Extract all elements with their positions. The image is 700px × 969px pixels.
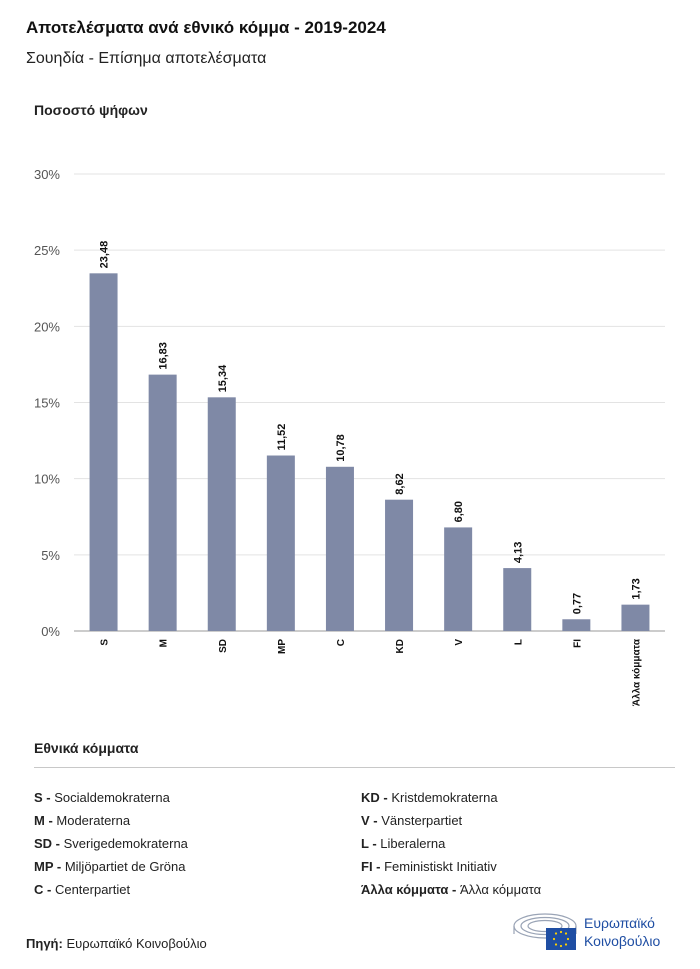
legend-abbr: L - [361, 836, 381, 851]
european-parliament-logo-icon [513, 913, 577, 950]
logo-line-1: Ευρωπαϊκό [584, 915, 655, 931]
legend-item: SD - Sverigedemokraterna [34, 832, 188, 855]
legend-name: Miljöpartiet de Gröna [64, 859, 186, 874]
data-label: 6,80 [453, 501, 465, 522]
source-text: Ευρωπαϊκό Κοινοβούλιο [62, 936, 207, 951]
legend-abbr: SD - [34, 836, 64, 851]
legend-column-right: KD - Kristdemokraterna V - Vänsterpartiet… [361, 786, 541, 901]
legend-item: MP - Miljöpartiet de Gröna [34, 855, 188, 878]
x-tick-label: S [100, 639, 111, 646]
legend-abbr: V - [361, 813, 382, 828]
legend-name: Moderaterna [56, 813, 131, 828]
y-tick-label: 30% [34, 167, 60, 182]
legend-abbr: M - [34, 813, 57, 828]
y-axis-label: Ποσοστό ψήφων [34, 102, 148, 118]
legend-abbr: Άλλα κόμματα - [361, 882, 460, 897]
legend-item: M - Moderaterna [34, 809, 188, 832]
bar [503, 568, 532, 631]
data-label: 0,77 [571, 593, 583, 614]
bar [89, 273, 118, 631]
legend-divider [34, 767, 675, 768]
legend-name: Sverigedemokraterna [63, 836, 188, 851]
legend-item: S - Socialdemokraterna [34, 786, 188, 809]
data-label: 10,78 [335, 434, 347, 462]
bar [444, 527, 473, 631]
legend-abbr: FI - [361, 859, 385, 874]
legend-name: Kristdemokraterna [391, 790, 498, 805]
legend-item: V - Vänsterpartiet [361, 809, 541, 832]
x-tick-label: L [513, 639, 524, 645]
source-label: Πηγή: [26, 936, 63, 951]
legend-name: Feministiskt Initiativ [384, 859, 497, 874]
legend-item: C - Centerpartiet [34, 878, 188, 901]
y-tick-label: 0% [41, 624, 60, 639]
data-label: 1,73 [630, 578, 642, 599]
legend-name: Liberalerna [380, 836, 446, 851]
x-tick-label: V [454, 639, 465, 646]
x-tick-label: SD [218, 639, 229, 653]
legend-name: Άλλα κόμματα [459, 882, 542, 897]
y-tick-label: 15% [34, 396, 60, 411]
bar [562, 619, 591, 631]
x-tick-label: FI [572, 639, 583, 648]
legend-abbr: C - [34, 882, 55, 897]
source-note: Πηγή: Ευρωπαϊκό Κοινοβούλιο [26, 936, 207, 951]
x-tick-label: MP [277, 639, 288, 654]
x-tick-label: Άλλα κόμματα [631, 638, 642, 706]
bar [325, 466, 354, 631]
legend-column-left: S - Socialdemokraterna M - Moderaterna SD … [34, 786, 188, 901]
legend-name: Centerpartiet [54, 882, 131, 897]
legend-item: Άλλα κόμματα - Άλλα κόμματα [361, 878, 541, 901]
bar [148, 374, 177, 631]
data-label: 16,83 [158, 342, 170, 370]
bar [621, 604, 650, 631]
x-tick-label: C [336, 639, 347, 646]
european-parliament-logo: Ευρωπαϊκό Κοινοβούλιο [512, 910, 682, 958]
legend-abbr: MP - [34, 859, 65, 874]
bar [207, 397, 236, 631]
y-tick-label: 5% [41, 548, 60, 563]
data-label: 11,52 [276, 424, 288, 451]
logo-line-2: Κοινοβούλιο [584, 933, 661, 949]
y-tick-label: 20% [34, 319, 60, 334]
data-label: 23,48 [99, 241, 111, 269]
data-label: 15,34 [217, 364, 229, 392]
bar-chart: 0% 5% 10% 15% 20% 25% 30% 23,48 S 16,83 M 15,34 SD 11… [34, 167, 665, 706]
legend-abbr: KD - [361, 790, 392, 805]
legend-title: Εθνικά κόμματα [34, 740, 139, 756]
legend-abbr: S - [34, 790, 55, 805]
y-tick-label: 10% [34, 472, 60, 487]
chart-subtitle: Σουηδία - Επίσημα αποτελέσματα [26, 50, 267, 67]
y-tick-label: 25% [34, 243, 60, 258]
chart-title: Αποτελέσματα ανά εθνικό κόμμα - 2019-202… [26, 18, 386, 37]
legend-name: Vänsterpartiet [381, 813, 463, 828]
x-tick-label: M [159, 639, 170, 647]
legend-item: KD - Kristdemokraterna [361, 786, 541, 809]
legend-name: Socialdemokraterna [54, 790, 170, 805]
legend-item: FI - Feministiskt Initiativ [361, 855, 541, 878]
data-label: 4,13 [512, 542, 524, 563]
bar [266, 455, 295, 631]
x-tick-label: KD [395, 639, 406, 653]
data-label: 8,62 [394, 473, 406, 494]
bar [385, 499, 414, 631]
legend-item: L - Liberalerna [361, 832, 541, 855]
